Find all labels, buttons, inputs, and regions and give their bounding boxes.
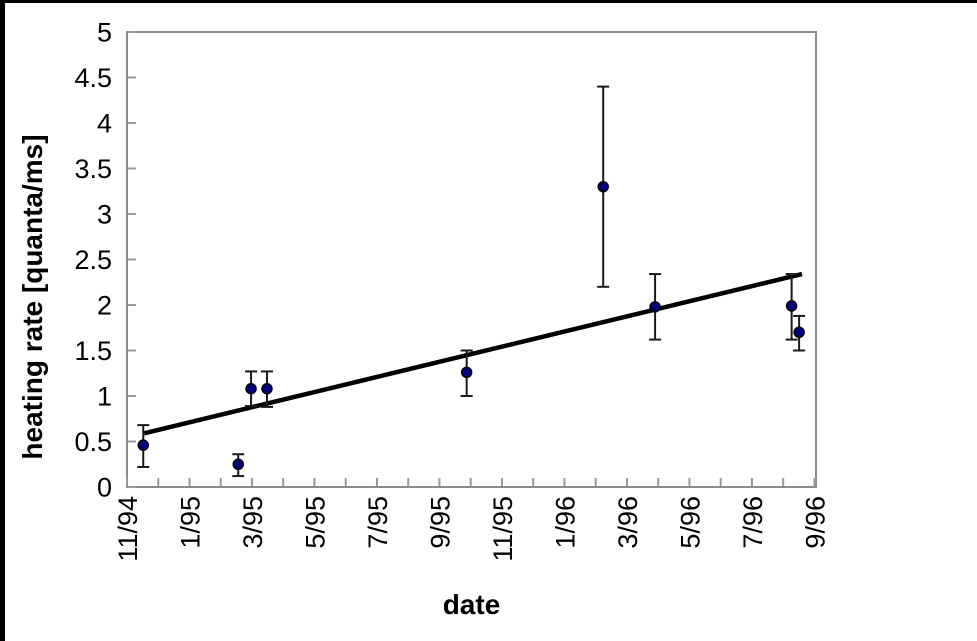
data-point bbox=[232, 458, 244, 470]
x-tick-label: 1/96 bbox=[550, 496, 580, 549]
y-tick-label: 2.5 bbox=[74, 245, 112, 275]
x-tick-label: 7/96 bbox=[738, 496, 768, 549]
y-tick-label: 4 bbox=[97, 108, 112, 138]
x-tick-label: 5/96 bbox=[675, 496, 705, 549]
x-tick-label: 7/95 bbox=[363, 496, 393, 549]
y-tick-label: 0.5 bbox=[74, 427, 112, 457]
y-tick-label: 4.5 bbox=[74, 63, 112, 93]
y-tick-label: 1.5 bbox=[74, 336, 112, 366]
x-tick-label: 11/95 bbox=[488, 496, 518, 562]
x-tick-label: 9/96 bbox=[800, 496, 830, 549]
y-tick-label: 0 bbox=[97, 472, 112, 502]
y-tick-label: 2 bbox=[97, 290, 112, 320]
y-tick-label: 3 bbox=[97, 199, 112, 229]
plot-border bbox=[126, 31, 817, 488]
data-point bbox=[460, 366, 473, 379]
x-tick-label: 1/95 bbox=[175, 496, 205, 549]
data-point bbox=[597, 180, 609, 193]
data-point bbox=[137, 439, 149, 451]
x-tick-label: 11/94 bbox=[113, 496, 143, 562]
y-tick-label: 1 bbox=[97, 381, 112, 411]
data-point bbox=[245, 382, 257, 395]
x-tick-label: 3/96 bbox=[613, 496, 643, 549]
data-point bbox=[785, 300, 798, 312]
window-left-border bbox=[0, 0, 5, 641]
y-axis-title: heating rate [quanta/ms] bbox=[17, 134, 48, 460]
x-tick-label: 5/95 bbox=[300, 496, 330, 549]
y-tick-label: 3.5 bbox=[74, 154, 112, 184]
data-point bbox=[261, 382, 273, 395]
y-tick-label: 5 bbox=[97, 17, 112, 47]
x-tick-label: 9/95 bbox=[425, 496, 455, 549]
x-tick-label: 3/95 bbox=[238, 496, 268, 549]
trend-line bbox=[143, 271, 803, 436]
x-axis-title: date bbox=[442, 589, 501, 620]
window-top-border bbox=[0, 0, 977, 3]
data-point bbox=[793, 326, 805, 339]
data-point bbox=[649, 301, 661, 313]
